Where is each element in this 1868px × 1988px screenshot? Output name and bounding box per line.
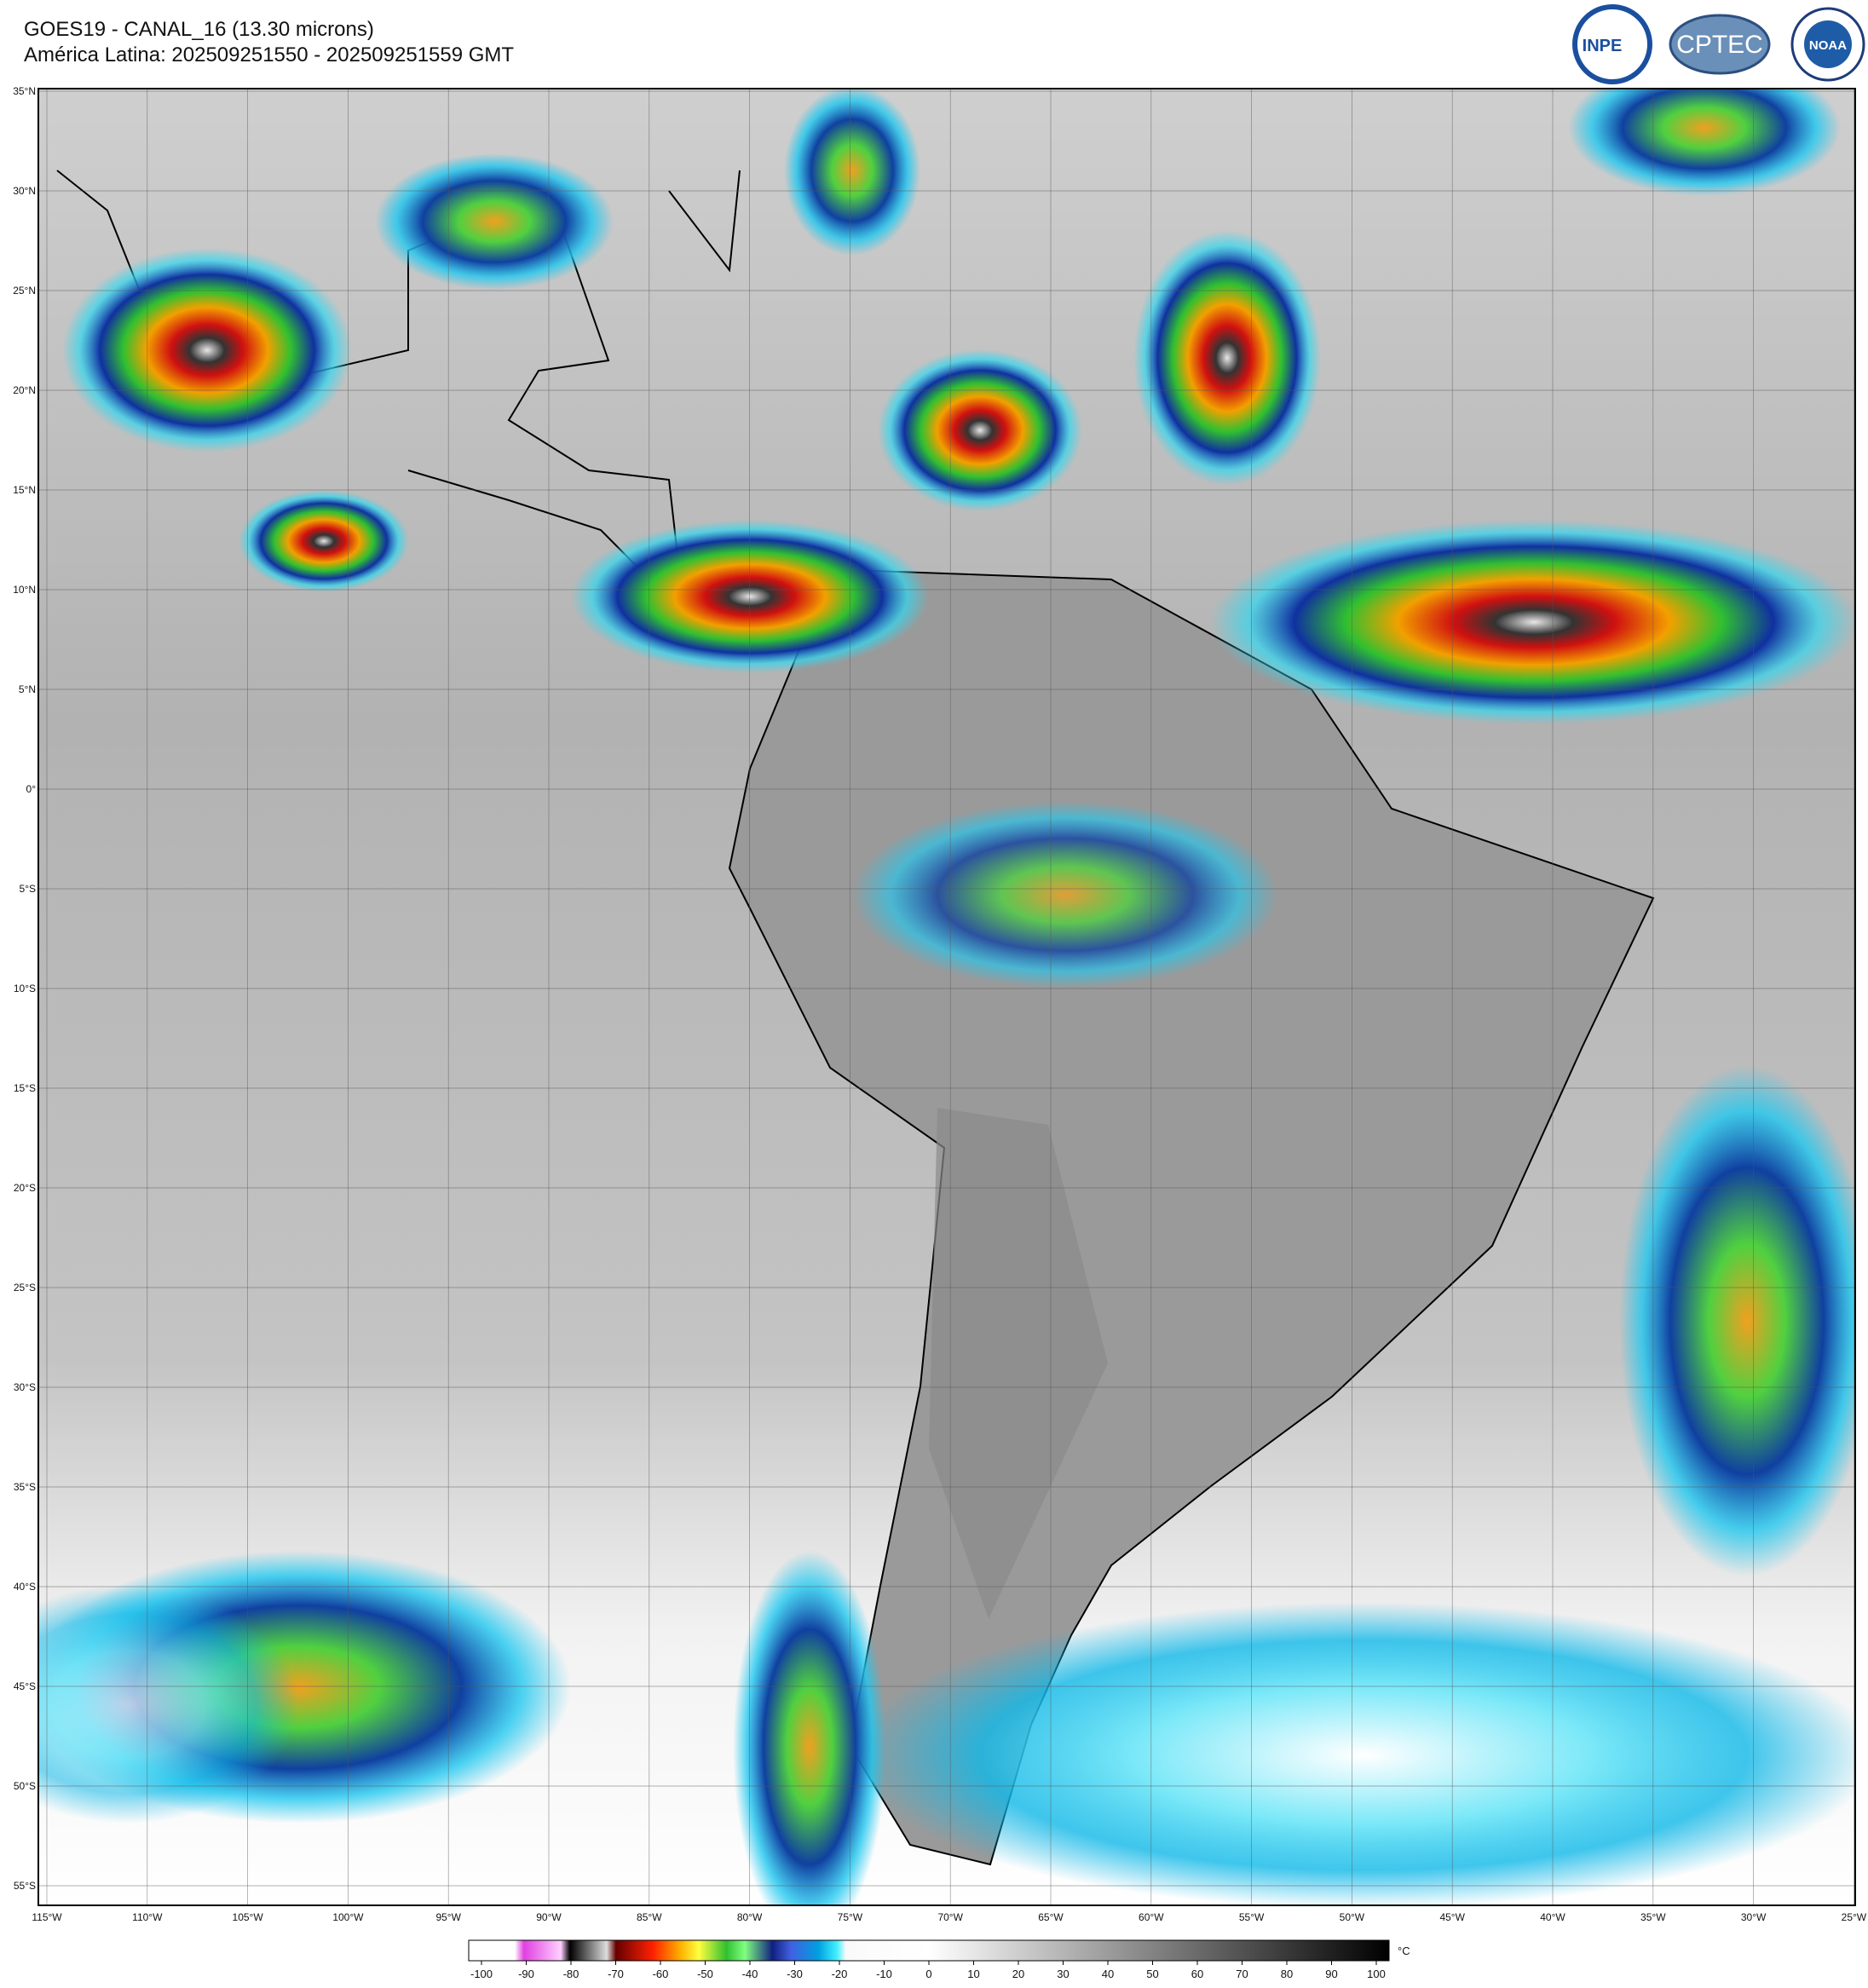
lat-label: 5°N [19, 683, 36, 695]
colorbar-label: 20 [1012, 1968, 1024, 1980]
cloud [38, 1585, 298, 1824]
lon-label: 50°W [1340, 1911, 1365, 1923]
colorbar-label: 0 [925, 1968, 931, 1980]
colorbar-unit: °C [1398, 1945, 1410, 1957]
lat-label: 15°N [13, 484, 36, 496]
lat-label: 35°S [14, 1481, 36, 1493]
lon-label: 100°W [332, 1911, 364, 1923]
lon-label: 85°W [637, 1911, 662, 1923]
colorbar-label: 10 [967, 1968, 979, 1980]
cloud [62, 248, 352, 452]
colorbar-label: -30 [787, 1968, 803, 1980]
lat-label: 30°N [13, 185, 36, 197]
cptec-logo [1669, 14, 1771, 75]
lon-label: 105°W [233, 1911, 264, 1923]
lat-label: 25°S [14, 1282, 36, 1294]
lon-label: 95°W [435, 1911, 461, 1923]
lon-label: 45°W [1439, 1911, 1465, 1923]
graticule [38, 89, 1855, 1905]
colorbar-label: -20 [832, 1968, 848, 1980]
lat-label: 45°S [14, 1680, 36, 1692]
lon-label: 40°W [1540, 1911, 1565, 1923]
colorbar-label: 100 [1367, 1968, 1386, 1980]
lat-label: 20°S [14, 1182, 36, 1194]
lon-label: 35°W [1640, 1911, 1666, 1923]
cloud [1568, 89, 1841, 196]
andes-region [929, 1108, 1108, 1619]
colorbar-label: -10 [876, 1968, 892, 1980]
lat-label: 30°S [14, 1381, 36, 1393]
colorbar-label: 40 [1102, 1968, 1114, 1980]
lat-label: 25°N [13, 285, 36, 297]
lat-label: 0° [26, 783, 37, 795]
cloud [852, 801, 1278, 988]
colorbar-label: -100 [470, 1968, 493, 1980]
noaa-emblem [1804, 20, 1852, 68]
colorbar-label: -40 [742, 1968, 758, 1980]
satellite-image [38, 89, 1855, 1905]
lat-label: 55°S [14, 1880, 36, 1892]
lat-label: 40°S [14, 1581, 36, 1593]
lat-label: 20°N [13, 384, 36, 396]
cloud [852, 1602, 1855, 1905]
colorbar-label: 50 [1146, 1968, 1158, 1980]
lon-label: 115°W [32, 1911, 62, 1923]
colorbar-label: -50 [697, 1968, 713, 1980]
cloud [1133, 230, 1321, 486]
subtitle: América Latina: 202509251550 - 202509251… [24, 43, 514, 66]
noaa-text: NOAA [1809, 38, 1847, 53]
colorbar-label: -90 [518, 1968, 534, 1980]
cloud [571, 520, 929, 673]
colorbar-label: -60 [653, 1968, 669, 1980]
logos: INPE CPTEC NOAA [1572, 4, 1865, 84]
lat-label: 10°N [13, 584, 36, 596]
cloud [784, 89, 920, 256]
colorbar-label: -70 [608, 1968, 624, 1980]
colorbar-label: 90 [1325, 1968, 1337, 1980]
colorbar-scale [468, 1939, 1390, 1962]
cloud [1619, 1065, 1855, 1576]
lon-label: 90°W [536, 1911, 562, 1923]
title: GOES19 - CANAL_16 (13.30 microns) [24, 18, 374, 41]
lon-label: 110°W [132, 1911, 163, 1923]
colorbar-label: 70 [1236, 1968, 1248, 1980]
lon-label: 30°W [1741, 1911, 1767, 1923]
lon-label: 80°W [737, 1911, 763, 1923]
lat-label: 50°S [14, 1780, 36, 1792]
inpe-text: INPE [1583, 37, 1623, 55]
colorbar: °C -100 -90 -80 -70 -60 -50 -40 -30 -20 -10 0 10 20 3… [468, 1939, 1410, 1980]
map-frame [37, 88, 1856, 1906]
lon-label: 60°W [1139, 1911, 1164, 1923]
lon-label: 70°W [937, 1911, 963, 1923]
cloud [878, 349, 1082, 511]
lon-label: 75°W [838, 1911, 863, 1923]
lat-label: 15°S [14, 1082, 36, 1094]
axis-labels: 115°W 110°W 105°W 100°W 95°W 90°W 85°W 80°W 75°W… [13, 85, 1867, 1923]
cloud [1210, 520, 1855, 724]
lon-label: 55°W [1239, 1911, 1265, 1923]
lat-label: 5°S [20, 883, 36, 895]
colorbar-label: 60 [1191, 1968, 1203, 1980]
cloud [733, 1551, 886, 1905]
cloud [375, 153, 614, 290]
lat-label: 35°N [13, 85, 36, 97]
colorbar-label: 80 [1281, 1968, 1293, 1980]
cloud [239, 490, 409, 592]
colorbar-label: 30 [1057, 1968, 1069, 1980]
lon-label: 65°W [1038, 1911, 1064, 1923]
cptec-text: CPTEC [1676, 31, 1763, 59]
lon-label: 25°W [1842, 1911, 1867, 1923]
inpe-logo [1572, 4, 1652, 84]
colorbar-label: -80 [563, 1968, 579, 1980]
lat-label: 10°S [14, 982, 36, 994]
